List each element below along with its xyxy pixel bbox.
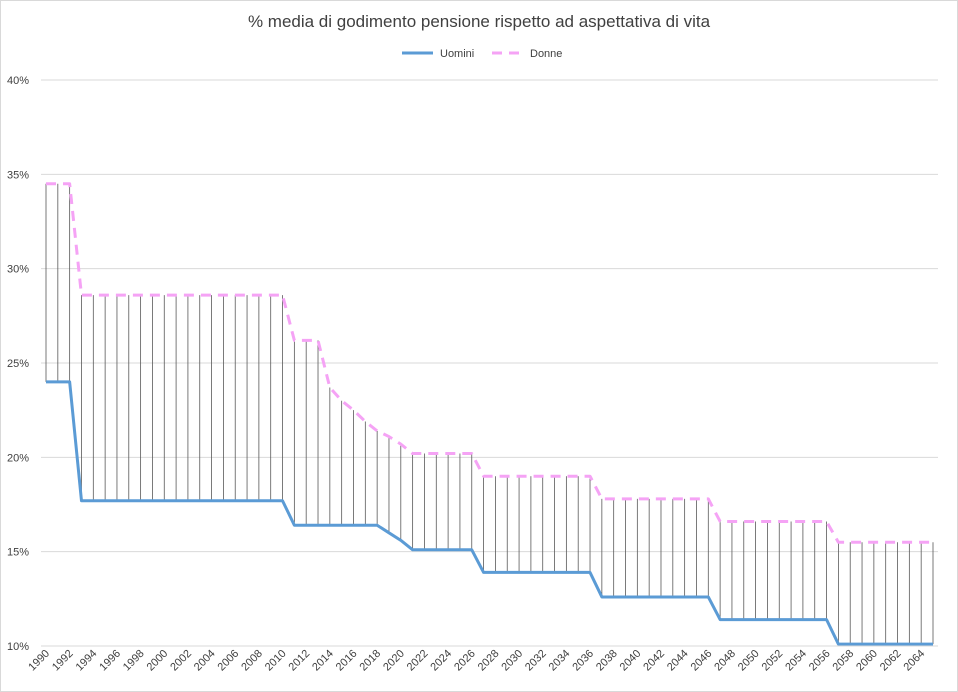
series-line-uomini: [46, 380, 933, 646]
legend: Uomini Donne: [402, 48, 562, 60]
legend-label-uomini: Uomini: [440, 48, 474, 60]
y-tick-label: 20%: [7, 452, 29, 464]
chart-title: % media di godimento pensione rispetto a…: [248, 12, 711, 31]
series-line-donne: [46, 182, 933, 544]
y-tick-label: 10%: [7, 641, 29, 653]
y-tick-label: 25%: [7, 358, 29, 370]
y-axis: 10% 15% 20% 25% 30% 35% 40%: [7, 75, 29, 653]
high-low-lines: [45, 183, 934, 645]
y-tick-label: 15%: [7, 547, 29, 559]
y-tick-label: 35%: [7, 169, 29, 181]
legend-label-donne: Donne: [530, 48, 562, 60]
series-layer: [46, 182, 933, 646]
y-tick-label: 30%: [7, 264, 29, 276]
y-tick-label: 40%: [7, 75, 29, 87]
